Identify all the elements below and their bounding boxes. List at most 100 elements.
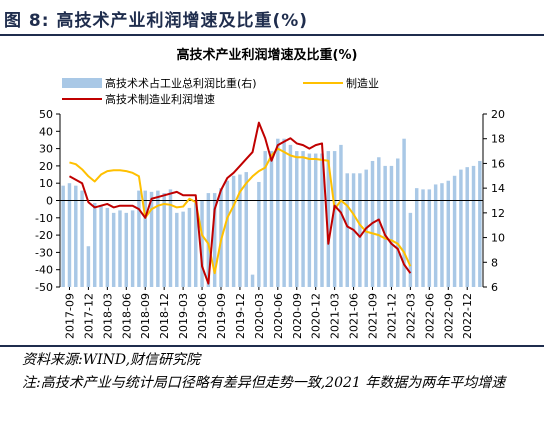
bar-series — [61, 138, 482, 287]
bar — [427, 189, 432, 287]
x-tick-label: 2017-09 — [63, 293, 76, 339]
x-tick-label: 2022-03 — [404, 293, 417, 339]
bar — [339, 144, 343, 287]
bar — [301, 151, 305, 287]
x-tick-label: 2021-03 — [329, 293, 342, 339]
right-tick-label: 16 — [491, 157, 505, 170]
left-tick-label: 10 — [39, 177, 53, 190]
legend-label-bar: 高技术术占工业总利润比重(右) — [105, 76, 257, 90]
bar — [320, 153, 324, 287]
bar — [194, 202, 198, 287]
bar — [408, 212, 413, 287]
bar — [402, 138, 406, 287]
left-tick-label: -30 — [35, 246, 53, 259]
bar — [288, 144, 293, 287]
x-tick-label: 2020-12 — [310, 293, 323, 339]
figure-title-text: 高技术产业利润增速及比重(%) — [56, 11, 309, 31]
bar — [92, 202, 97, 287]
x-axis-ticks: 2017-09 2017-12 2018-03 2018-06 2018-09 2018-… — [63, 287, 474, 339]
bar — [143, 190, 147, 287]
right-tick-label: 18 — [491, 133, 505, 146]
bar — [383, 165, 387, 287]
bar — [231, 175, 236, 287]
note-text: 注:高技术产业与统计局口径略有差异但走势一致,2021 年数据为两年平均增速 — [22, 375, 506, 391]
bar — [105, 207, 110, 287]
chart-title: 高技术产业利润增速及比重(%) — [177, 47, 358, 63]
bar — [452, 175, 457, 287]
bar — [307, 153, 312, 287]
right-tick-label: 20 — [491, 108, 505, 121]
x-tick-label: 2020-06 — [272, 293, 285, 339]
bar — [250, 274, 255, 287]
bar — [269, 151, 274, 287]
left-tick-label: 40 — [39, 125, 53, 138]
bar — [99, 205, 103, 287]
bar — [471, 165, 476, 287]
bar — [137, 190, 141, 287]
left-tick-label: 50 — [39, 108, 53, 121]
x-tick-label: 2018-12 — [158, 293, 171, 339]
bar — [149, 191, 154, 287]
bar — [459, 169, 463, 287]
left-tick-label: 0 — [46, 195, 53, 208]
right-axis-ticks: 20 18 16 14 12 10 8 6 — [483, 108, 505, 294]
bar — [130, 210, 135, 287]
bar — [358, 173, 362, 287]
left-tick-label: 30 — [39, 143, 53, 156]
x-tick-label: 2020-09 — [291, 293, 304, 339]
bar — [61, 185, 65, 287]
x-tick-label: 2022-06 — [423, 293, 436, 339]
bar — [206, 193, 211, 287]
x-tick-label: 2018-03 — [101, 293, 114, 339]
bar — [332, 151, 337, 287]
source-text: 资料来源:WIND,财信研究院 — [22, 352, 201, 368]
bar — [111, 212, 116, 287]
bar — [67, 183, 72, 287]
bar — [86, 246, 91, 287]
x-tick-label: 2019-09 — [215, 293, 228, 339]
x-tick-label: 2021-12 — [385, 293, 398, 339]
bar — [238, 174, 242, 287]
manufacturing-line — [69, 147, 412, 275]
bar — [225, 180, 230, 287]
left-tick-label: 20 — [39, 160, 53, 173]
bar — [118, 210, 122, 287]
left-tick-label: -50 — [35, 281, 53, 294]
bar — [295, 151, 299, 287]
x-tick-label: 2018-06 — [120, 293, 133, 339]
left-tick-label: -10 — [35, 212, 53, 225]
left-tick-label: -40 — [35, 264, 53, 277]
right-tick-label: 8 — [491, 256, 498, 269]
x-tick-label: 2020-03 — [253, 293, 266, 339]
bar — [124, 212, 129, 287]
bar — [168, 189, 173, 287]
x-tick-label: 2022-12 — [461, 293, 474, 339]
bar — [389, 165, 394, 287]
x-tick-label: 2019-06 — [196, 293, 209, 339]
x-tick-label: 2018-09 — [139, 293, 152, 339]
legend-label-manufacturing: 制造业 — [346, 76, 379, 90]
bar — [162, 193, 166, 287]
bar — [212, 193, 217, 287]
bar — [74, 185, 78, 287]
bar — [263, 151, 267, 287]
bar — [313, 153, 318, 287]
bar — [80, 190, 84, 287]
legend-swatch-bar — [62, 78, 102, 88]
footer-rule — [0, 345, 544, 347]
bar — [187, 207, 192, 287]
bar — [440, 183, 444, 287]
header-rule — [0, 34, 544, 36]
bar — [396, 158, 400, 287]
right-tick-label: 14 — [491, 182, 505, 195]
hightech-line — [68, 121, 412, 285]
bar — [421, 189, 425, 287]
bar — [156, 190, 160, 287]
right-tick-label: 10 — [491, 232, 505, 245]
right-tick-label: 12 — [491, 207, 505, 220]
left-axis-ticks: 50 40 30 20 10 0 -10 -20 -30 -40 -50 — [35, 108, 60, 294]
bar — [282, 138, 286, 287]
x-tick-label: 2019-03 — [177, 293, 190, 339]
bar — [244, 172, 248, 287]
bar — [181, 211, 185, 287]
